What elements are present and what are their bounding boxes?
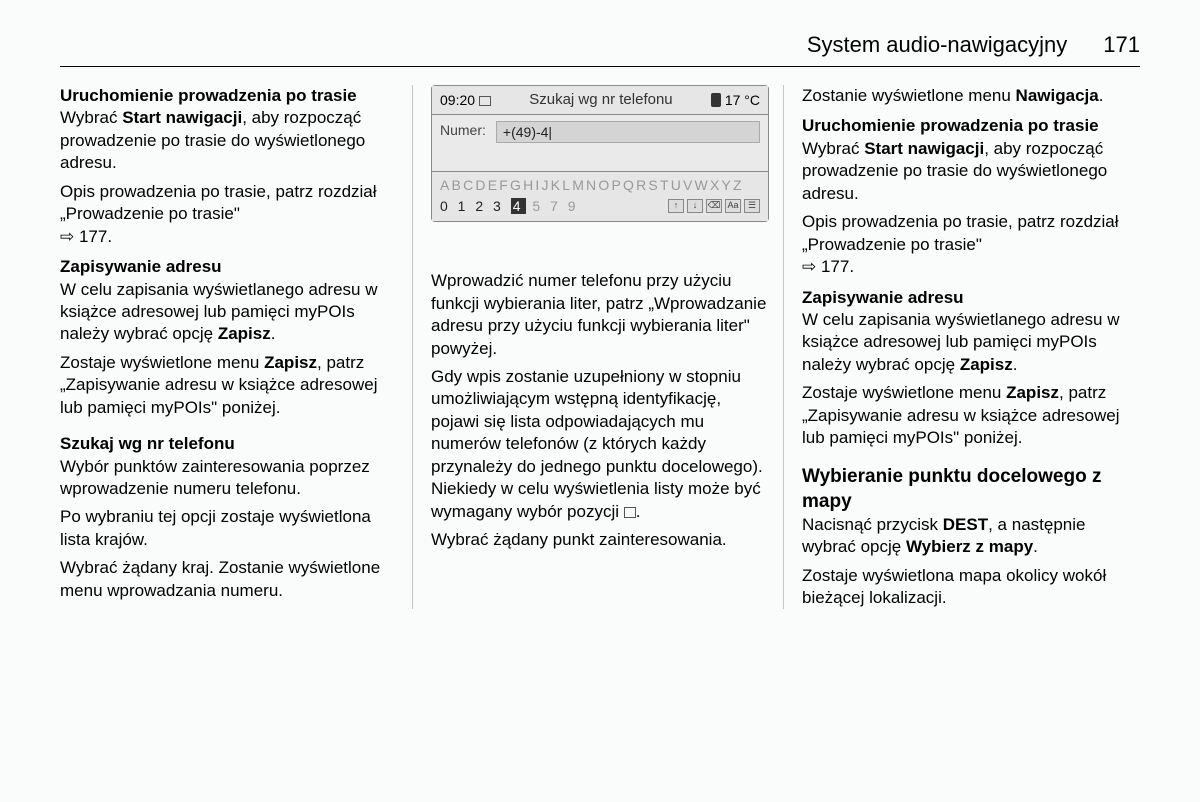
column-1: Uruchomienie prowadzenia po trasie Wybra…: [60, 85, 413, 609]
col3-p6: Zostaje wyświetlona mapa okolicy wokół b…: [802, 565, 1140, 610]
bold-zapisz: Zapisz: [264, 353, 317, 372]
device-statusbar: 09:20 Szukaj wg nr telefonu 17 °C: [432, 86, 768, 115]
field-value: +(49)-4|: [496, 121, 760, 143]
col1-heading-2: Zapisywanie adresu: [60, 256, 398, 278]
case-toggle-icon: Aa: [725, 199, 741, 213]
keyboard-letters: ABCDEFGHIJKLMNOPQRSTUVWXYZ: [440, 176, 760, 194]
col1-p1: Wybrać Start nawigacji, aby rozpocząć pr…: [60, 107, 398, 174]
col3-p3: W celu zapisania wyświetlanego adresu w …: [802, 309, 1140, 376]
text: Wybrać: [60, 108, 122, 127]
list-icon: ☰: [744, 199, 760, 213]
text: Zostaje wyświetlone menu: [60, 353, 264, 372]
list-icon: [624, 507, 636, 518]
col3-heading-2: Zapisywanie adresu: [802, 287, 1140, 309]
text: Nacisnąć przycisk: [802, 515, 943, 534]
clock-icon: [479, 96, 491, 106]
col1-heading-1: Uruchomienie prowadzenia po trasie: [60, 85, 398, 107]
manual-page: System audio-nawigacyjny 171 Uruchomieni…: [0, 0, 1200, 802]
bold-zapisz: Zapisz: [1006, 383, 1059, 402]
col1-heading-3: Szukaj wg nr telefonu: [60, 433, 398, 455]
crossref-177: ⇨ 177.: [802, 257, 854, 276]
backspace-icon: ⌫: [706, 199, 722, 213]
column-2: 09:20 Szukaj wg nr telefonu 17 °C Numer:…: [431, 85, 784, 609]
digits-pre: 0 1 2 3: [440, 198, 511, 214]
digits-post: 5 7 9: [526, 198, 579, 214]
col2-p1: Wprowadzić numer telefonu przy użyciu fu…: [431, 270, 769, 360]
text: .: [636, 502, 641, 521]
arrow-up-icon: ↑: [668, 199, 684, 213]
col3-p4: Zostaje wyświetlone menu Zapisz, patrz „…: [802, 382, 1140, 449]
col1-p7: Wybrać żądany kraj. Zostanie wyświetlone…: [60, 557, 398, 602]
header-title: System audio-nawigacyjny: [807, 32, 1067, 58]
col3-p2: Opis prowadzenia po trasie, patrz rozdzi…: [802, 211, 1140, 278]
bold-dest: DEST: [943, 515, 988, 534]
col1-p3: W celu zapisania wyświetlanego adresu w …: [60, 279, 398, 346]
text: .: [1033, 537, 1038, 556]
device-title: Szukaj wg nr telefonu: [491, 90, 711, 110]
col3-p0: Zostanie wyświetlone menu Nawigacja.: [802, 85, 1140, 107]
page-header: System audio-nawigacyjny 171: [60, 32, 1140, 67]
crossref-177: ⇨ 177.: [60, 227, 112, 246]
col1-p2: Opis prowadzenia po trasie, patrz rozdzi…: [60, 181, 398, 248]
text: Opis prowadzenia po trasie, patrz rozdzi…: [60, 182, 377, 223]
device-screenshot: 09:20 Szukaj wg nr telefonu 17 °C Numer:…: [431, 85, 769, 222]
keyboard-controls: ↑ ↓ ⌫ Aa ☰: [668, 199, 760, 213]
text: Gdy wpis zostanie uzupełniony w stopniu …: [431, 367, 763, 521]
device-time: 09:20: [440, 91, 491, 109]
text: .: [271, 324, 276, 343]
bold-nawigacja: Nawigacja: [1016, 86, 1099, 105]
col3-subheading: Wybieranie punktu docelowego z mapy: [802, 464, 1140, 514]
content-columns: Uruchomienie prowadzenia po trasie Wybra…: [60, 85, 1140, 609]
col2-p3: Wybrać żądany punkt zainteresowania.: [431, 529, 769, 551]
keyboard-digits: 0 1 2 3 4 5 7 9: [440, 197, 579, 215]
device-temp: 17 °C: [711, 91, 760, 109]
bold-zapisz: Zapisz: [960, 355, 1013, 374]
column-3: Zostanie wyświetlone menu Nawigacja. Uru…: [802, 85, 1140, 609]
col2-body: Wprowadzić numer telefonu przy użyciu fu…: [431, 270, 769, 551]
bold-zapisz: Zapisz: [218, 324, 271, 343]
field-label: Numer:: [440, 121, 486, 143]
bold-wybierz-z-mapy: Wybierz z mapy: [906, 537, 1033, 556]
col1-p6: Po wybraniu tej opcji zostaje wyświetlon…: [60, 506, 398, 551]
col3-p5: Nacisnąć przycisk DEST, a następnie wybr…: [802, 514, 1140, 559]
text: .: [1099, 86, 1104, 105]
col1-p4: Zostaje wyświetlone menu Zapisz, patrz „…: [60, 352, 398, 419]
text: .: [1013, 355, 1018, 374]
text: Opis prowadzenia po trasie, patrz rozdzi…: [802, 212, 1119, 253]
col1-p5: Wybór punktów zainteresowania poprzez wp…: [60, 456, 398, 501]
temp-text: 17 °C: [725, 91, 760, 109]
device-keyboard: ABCDEFGHIJKLMNOPQRSTUVWXYZ 0 1 2 3 4 5 7…: [432, 172, 768, 221]
text: Wybrać: [802, 139, 864, 158]
col2-p2: Gdy wpis zostanie uzupełniony w stopniu …: [431, 366, 769, 523]
bold-start-nawigacji: Start nawigacji: [122, 108, 242, 127]
col3-heading-1: Uruchomienie prowadzenia po trasie: [802, 115, 1140, 137]
text: Zostaje wyświetlone menu: [802, 383, 1006, 402]
time-text: 09:20: [440, 91, 475, 109]
bold-start-nawigacji: Start nawigacji: [864, 139, 984, 158]
digit-selected: 4: [511, 198, 526, 214]
text: Zostanie wyświetlone menu: [802, 86, 1016, 105]
device-input-row: Numer: +(49)-4|: [432, 115, 768, 172]
page-number: 171: [1103, 32, 1140, 58]
thermometer-icon: [711, 93, 721, 107]
col3-p1: Wybrać Start nawigacji, aby rozpocząć pr…: [802, 138, 1140, 205]
keyboard-digits-row: 0 1 2 3 4 5 7 9 ↑ ↓ ⌫ Aa ☰: [440, 197, 760, 215]
arrow-down-icon: ↓: [687, 199, 703, 213]
